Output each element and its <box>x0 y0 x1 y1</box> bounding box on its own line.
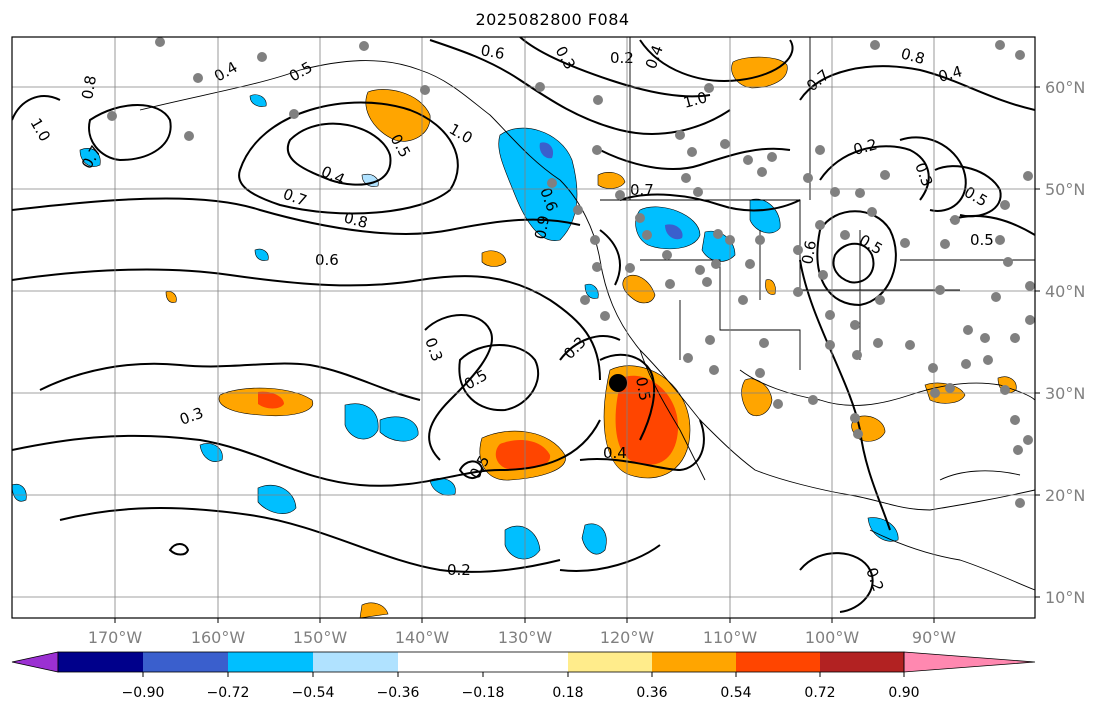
positive-anomaly-fills <box>165 56 1017 618</box>
contour-label: 0.5 <box>970 231 994 249</box>
station-markers <box>107 37 1035 508</box>
contour-label: 0.7 <box>630 181 654 199</box>
colorbar-segment <box>228 652 313 672</box>
lat-label: 30°N <box>1045 384 1085 403</box>
contour-label: 0.9 <box>531 214 553 241</box>
colorbar-segment <box>736 652 820 672</box>
colorbar-segment <box>58 652 143 672</box>
latitude-labels: 60°N 50°N 40°N 30°N 20°N 10°N <box>1045 78 1085 607</box>
colorbar-tick-label: −0.72 <box>207 685 250 701</box>
colorbar-segment <box>820 652 904 672</box>
contour-label: 0.8 <box>342 208 370 232</box>
colorbar-segment <box>652 652 736 672</box>
lat-label: 60°N <box>1045 78 1085 97</box>
lon-label: 150°W <box>293 628 348 647</box>
colorbar-tick-label: −0.90 <box>122 685 165 701</box>
contour-label: 0.4 <box>936 62 964 86</box>
lon-label: 90°W <box>912 628 956 647</box>
contour-label: 0.5 <box>632 376 654 403</box>
map-title: 2025082800 F084 <box>475 10 630 29</box>
contour-label: 0.4 <box>603 444 627 462</box>
colorbar-tick-label: −0.18 <box>462 685 505 701</box>
contour-label: 0.2 <box>610 49 634 67</box>
contour-label: 0.6 <box>479 41 506 63</box>
lon-label: 110°W <box>703 628 758 647</box>
lat-label: 50°N <box>1045 180 1085 199</box>
colorbar-tick-label: 0.36 <box>636 685 667 701</box>
colorbar-segment <box>398 652 483 672</box>
colorbar-segment <box>483 652 568 672</box>
colorbar-tick-label: 0.90 <box>888 685 919 701</box>
lon-label: 140°W <box>395 628 450 647</box>
colorbar-segment <box>143 652 228 672</box>
colorbar-segment <box>313 652 398 672</box>
negative-anomaly-fills <box>12 94 899 560</box>
lon-label: 100°W <box>805 628 860 647</box>
contour-lines <box>12 37 1035 613</box>
map-frame <box>11 36 1036 619</box>
highlight-marker <box>609 374 627 392</box>
colorbar-tick-label: 0.18 <box>552 685 583 701</box>
gridlines <box>12 37 1035 618</box>
lon-label: 130°W <box>498 628 553 647</box>
contour-label: 0.2 <box>851 135 879 159</box>
contour-label: 0.6 <box>315 251 339 269</box>
lat-label: 20°N <box>1045 486 1085 505</box>
colorbar-tick-label: −0.36 <box>377 685 420 701</box>
colorbar-tick-label: 0.72 <box>804 685 835 701</box>
colorbar-segment <box>568 652 652 672</box>
longitude-labels: 170°W 160°W 150°W 140°W 130°W 120°W 110°… <box>88 628 956 647</box>
colorbar-extend-high <box>903 651 1036 673</box>
lon-label: 160°W <box>191 628 246 647</box>
colorbar-extend-low <box>11 651 59 673</box>
contour-label: 1.0 <box>681 88 709 112</box>
colorbar-tick-label: −0.54 <box>292 685 335 701</box>
contour-label: 0.2 <box>447 561 471 579</box>
contour-label: 0.6 <box>798 239 820 266</box>
colorbar-tick-label: 0.54 <box>720 685 751 701</box>
axis-ticks <box>114 86 1040 623</box>
lon-label: 120°W <box>600 628 655 647</box>
lat-label: 10°N <box>1045 588 1085 607</box>
colorbar: −0.90 −0.72 −0.54 −0.36 −0.18 0.18 0.36 … <box>11 651 1036 701</box>
contour-label: 0.8 <box>899 44 927 68</box>
lon-label: 170°W <box>88 628 143 647</box>
lat-label: 40°N <box>1045 282 1085 301</box>
